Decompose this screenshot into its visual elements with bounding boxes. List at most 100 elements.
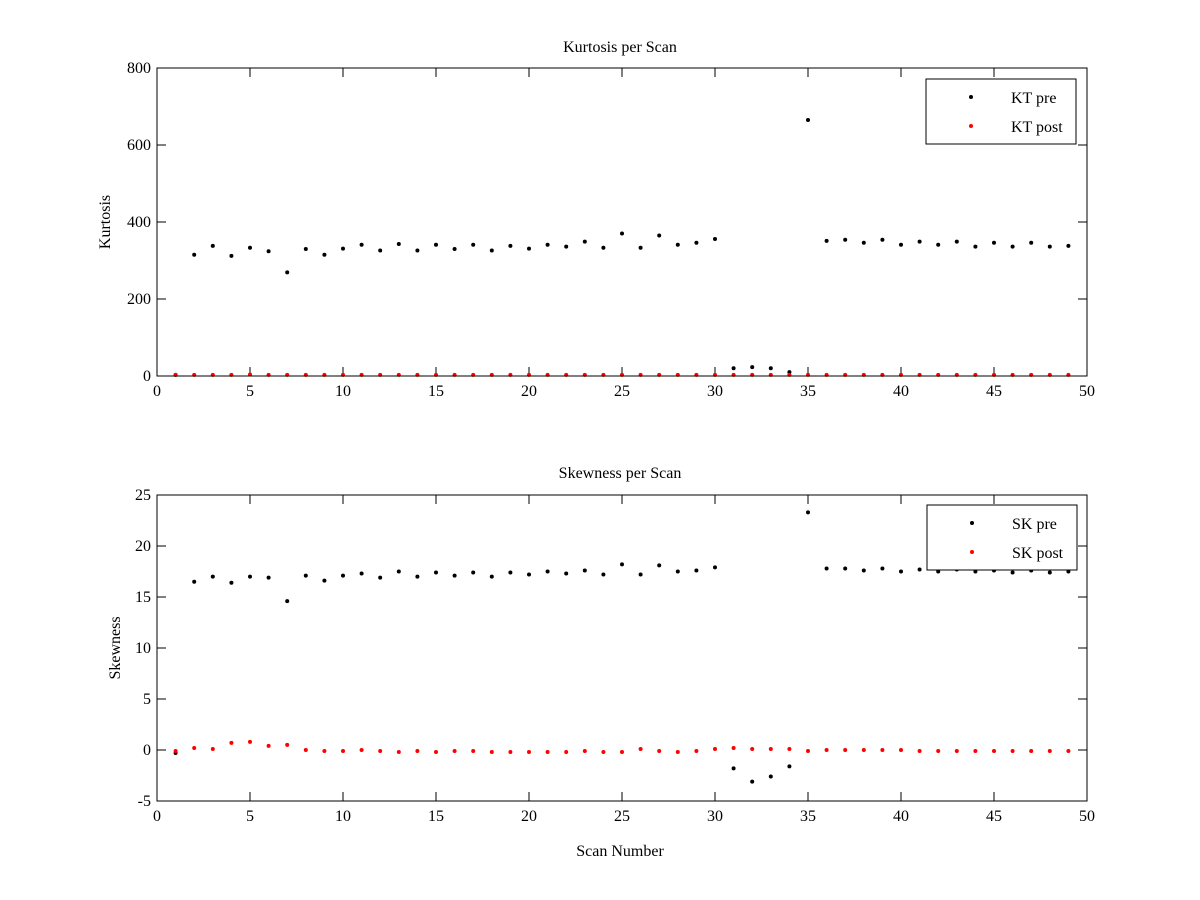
data-point-pre [620,562,624,567]
data-point-pre [899,242,903,247]
x-tick-label: 30 [707,383,723,400]
data-point-pre [861,568,866,573]
data-point-pre [601,245,606,250]
x-tick-label: 40 [893,808,909,825]
data-point-pre [1010,570,1015,575]
data-point-post [620,750,624,755]
data-point-pre [471,570,476,575]
x-tick-label: 0 [153,383,161,400]
data-point-post [359,748,364,752]
legend: KT pre KT post [925,78,1077,145]
y-tick-label: 600 [127,137,151,154]
x-tick-label: 20 [521,383,537,400]
y-tick-label: 5 [143,691,151,708]
x-tick-label: 20 [521,808,537,825]
data-point-pre [713,565,717,570]
data-point-pre [489,248,494,253]
x-tick-label: 10 [335,808,351,825]
legend-label-pre: SK pre [1012,516,1057,533]
data-point-pre [750,779,755,784]
data-point-post [192,745,197,750]
data-point-pre [694,240,699,245]
chart-title: Skewness per Scan [559,465,682,482]
data-point-pre [638,245,643,250]
data-point-post [471,749,476,754]
data-point-pre [378,248,383,253]
data-point-post [322,749,327,754]
data-point-pre [899,569,903,574]
data-point-pre [545,242,550,247]
data-point-pre [731,766,736,771]
data-point-pre [303,573,308,578]
data-point-post [489,750,494,755]
x-tick-label: 40 [893,383,909,400]
data-point-post [861,748,866,752]
data-point-pre [415,574,420,579]
data-points [173,510,1071,784]
data-point-post [880,748,885,752]
data-point-post [750,746,755,751]
x-tick-label: 10 [335,383,351,400]
data-point-post [657,749,662,754]
data-point-pre [341,573,345,578]
y-tick-label: 15 [135,589,151,606]
x-tick-label: 35 [800,808,816,825]
x-tick-label: 50 [1079,808,1095,825]
x-axis-label: Scan Number [576,843,664,860]
data-point-pre [210,243,215,248]
data-point-pre [880,237,885,242]
x-tick-label: 15 [428,808,444,825]
data-point-pre [992,240,996,245]
data-point-pre [452,573,457,578]
x-tick-label: 35 [800,383,816,400]
data-point-pre [806,510,810,515]
data-point-pre [489,574,494,579]
data-point-pre [378,575,383,580]
legend-box [926,504,1078,571]
data-point-pre [824,566,829,571]
skewness-subplot: Skewness per Scan Skewness Scan Number 0… [107,465,1095,860]
data-point-pre [973,244,978,249]
data-point-post [452,749,457,754]
data-point-post [787,746,792,751]
data-point-pre [396,241,401,246]
data-point-post [415,749,420,754]
data-point-pre [806,117,810,122]
data-point-pre [285,270,290,275]
data-point-pre [192,252,197,257]
data-point-pre [303,246,308,251]
y-tick-label: 200 [127,291,151,308]
data-point-post [806,749,810,754]
data-point-pre [322,578,327,583]
data-point-pre [1029,240,1034,245]
x-tick-label: 45 [986,383,1002,400]
data-point-post [768,746,773,751]
data-point-post [564,750,569,755]
data-point-post [173,749,178,754]
data-point-post [285,742,290,747]
kurtosis-subplot: Kurtosis per Scan Kurtosis 0 5 10 15 20 25 30 3… [97,39,1095,400]
x-tick-label: 25 [614,383,630,400]
data-point-pre [936,242,941,247]
data-point-pre [248,245,252,250]
data-point-post [1047,749,1052,754]
data-point-pre [750,365,755,370]
data-point-post [229,740,234,745]
y-tick-label: 10 [135,640,151,657]
data-point-pre [508,243,513,248]
data-point-post [545,750,550,755]
y-axis-label: Kurtosis [97,195,114,249]
data-point-post [341,749,345,754]
data-point-pre [657,233,662,238]
plot-frame [156,494,1088,802]
x-tick-label: 5 [246,383,254,400]
legend-marker-pre [970,521,974,525]
data-point-pre [359,571,364,576]
data-point-pre [471,242,476,247]
data-point-pre [824,238,829,243]
data-point-post [638,746,643,751]
legend-entry-post: KT post [969,119,1063,136]
x-tick-label: 0 [153,808,161,825]
data-point-pre [768,774,773,779]
